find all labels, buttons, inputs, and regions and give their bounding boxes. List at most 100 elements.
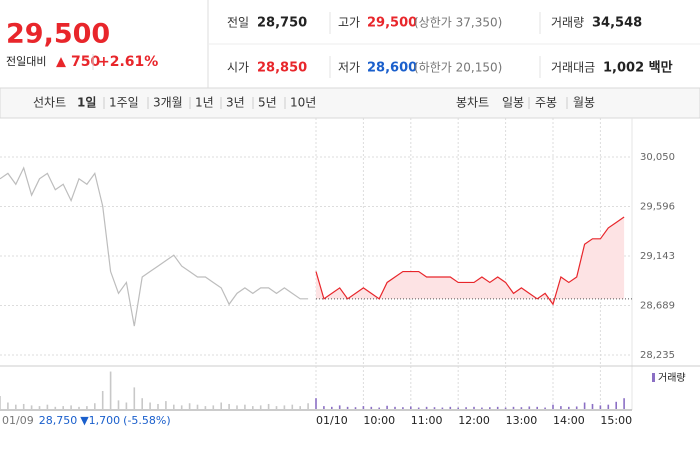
volume-bar (15, 404, 17, 409)
volume-bar (315, 398, 317, 409)
y-tick-label: 28,689 (640, 300, 675, 311)
field-value: 28,600 (367, 61, 417, 76)
prev-day-summary: 01/09 28,750 ▼1,700 (-5.58%) (2, 414, 171, 427)
plot: 28,235 28,689 29,143 29,596 30,050 01/10 10:00… (0, 118, 675, 427)
period-tab[interactable]: 10년 (290, 96, 316, 110)
period-tab[interactable]: 1년 (195, 96, 214, 110)
period-tab[interactable]: 5년 (258, 96, 277, 110)
tab-bar (0, 87, 700, 119)
y-tick-label: 28,235 (640, 350, 675, 361)
volume-bar (323, 406, 325, 409)
tabs: 1일 1주일 3개월 1년 3년 5년 10년 일봉 주봉 월봉 (77, 96, 595, 110)
prev-close: 28,750 (39, 414, 78, 427)
volume-bar (536, 406, 538, 409)
volume-bar (402, 407, 404, 409)
field-label: 거래대금 (551, 61, 595, 75)
field-limit: (하한가 20,150) (414, 61, 502, 75)
volume-bar (275, 406, 278, 409)
volume-bar (204, 406, 207, 409)
volume-bar (489, 407, 491, 409)
volume-bar (228, 403, 230, 409)
legend-label: 거래량 (658, 372, 686, 384)
volume-bar (354, 407, 357, 409)
area-fill (316, 217, 625, 305)
volume-bar (599, 405, 602, 409)
y-tick-label: 29,143 (640, 251, 675, 262)
volume-bar (615, 401, 617, 409)
volume-bar (252, 406, 254, 409)
volume-bar (441, 407, 444, 409)
period-tab[interactable]: 1일 (77, 96, 96, 110)
volume-bar (212, 405, 215, 409)
change-pct: +2.61% (98, 54, 158, 70)
period-tab[interactable]: 1주일 (109, 96, 139, 110)
volume-bar (54, 406, 57, 409)
volume-bar (457, 407, 459, 409)
volume-bar (133, 387, 136, 409)
volume-bar (78, 406, 80, 409)
volume-bar (149, 402, 151, 409)
change-label: 전일대비 (6, 54, 46, 68)
volume-bar (70, 405, 72, 409)
volume-bar (157, 403, 159, 409)
field-label: 거래량 (551, 16, 584, 30)
period-tab[interactable]: 3년 (226, 96, 245, 110)
volume-bar (417, 407, 420, 409)
period-tab[interactable]: 3개월 (153, 96, 183, 110)
x-tick-label: 15:00 (600, 414, 632, 427)
volume-bar (299, 406, 301, 409)
candle-tab[interactable]: 주봉 (535, 96, 557, 110)
volume-bar (38, 406, 41, 409)
volume-bar (141, 398, 143, 409)
y-tick-label: 30,050 (640, 152, 675, 163)
field-value: 28,850 (257, 61, 307, 76)
field-label: 전일 (227, 16, 249, 30)
field-label: 시가 (227, 61, 249, 75)
volume-bar (180, 405, 183, 409)
volume-bar (378, 407, 380, 409)
volume-bar (607, 404, 610, 409)
field-value: 1,002 백만 (603, 60, 673, 76)
volume-bar (86, 406, 88, 409)
prev-change-pct: (-5.58%) (123, 414, 171, 427)
x-tick-label: 10:00 (363, 414, 395, 427)
volume-bar (291, 404, 294, 409)
volume-bar (496, 406, 499, 409)
field-label: 저가 (338, 61, 360, 75)
volume-bar (307, 403, 309, 409)
volume-bar (473, 406, 475, 409)
x-tick-label: 11:00 (411, 414, 443, 427)
volume-bar (425, 406, 428, 409)
volume-bar (410, 406, 412, 409)
volume-bar (560, 406, 562, 409)
y-tick-label: 29,596 (640, 202, 675, 213)
volume-bar (591, 403, 594, 409)
volume-bar (362, 406, 365, 409)
volume-bar (283, 405, 286, 409)
volume-bar (7, 402, 9, 409)
candle-tab[interactable]: 월봉 (573, 96, 595, 110)
volume-bar (101, 391, 104, 409)
volume-bar (236, 405, 238, 409)
volume-bar (370, 406, 373, 409)
x-tick-label: 01/10 (316, 414, 348, 427)
candle-tab[interactable]: 일봉 (502, 96, 524, 110)
volume-bar (481, 407, 483, 409)
x-tick-label: 14:00 (553, 414, 585, 427)
volume-bar (220, 402, 222, 409)
volume-bar (267, 403, 270, 409)
field-value: 29,500 (367, 16, 417, 31)
volume-bar (346, 406, 349, 409)
volume-bar (520, 407, 523, 409)
volume-bar (244, 404, 246, 409)
volume-bar (465, 407, 467, 409)
volume-bar (22, 403, 25, 409)
volume-bar (504, 407, 507, 409)
volume-bar (62, 406, 64, 409)
change-arrow: ▲ (56, 55, 66, 70)
prev-date: 01/09 (2, 414, 34, 427)
volume-bar (30, 405, 33, 409)
price-line (0, 166, 309, 327)
